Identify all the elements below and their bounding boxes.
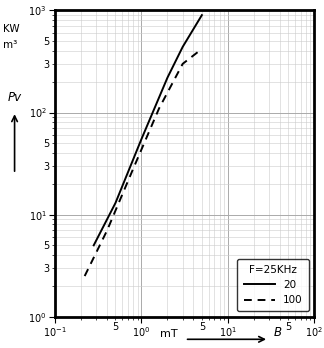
100 bbox=[83, 274, 87, 278]
20 bbox=[113, 201, 117, 205]
100 bbox=[105, 228, 109, 232]
100 bbox=[181, 62, 185, 66]
20 bbox=[140, 137, 144, 141]
20 bbox=[166, 76, 169, 80]
Text: B: B bbox=[274, 326, 282, 339]
Text: mT: mT bbox=[160, 329, 177, 339]
Text: KW: KW bbox=[3, 24, 20, 34]
Text: m³: m³ bbox=[3, 40, 17, 50]
100 bbox=[157, 106, 161, 110]
20 bbox=[200, 13, 204, 17]
20 bbox=[181, 45, 185, 49]
20 bbox=[92, 243, 96, 247]
Line: 20: 20 bbox=[94, 15, 202, 245]
100 bbox=[131, 167, 135, 171]
100 bbox=[200, 47, 204, 51]
Text: Pv: Pv bbox=[7, 91, 22, 104]
Line: 100: 100 bbox=[85, 49, 202, 276]
Legend: 20, 100: 20, 100 bbox=[237, 259, 309, 311]
